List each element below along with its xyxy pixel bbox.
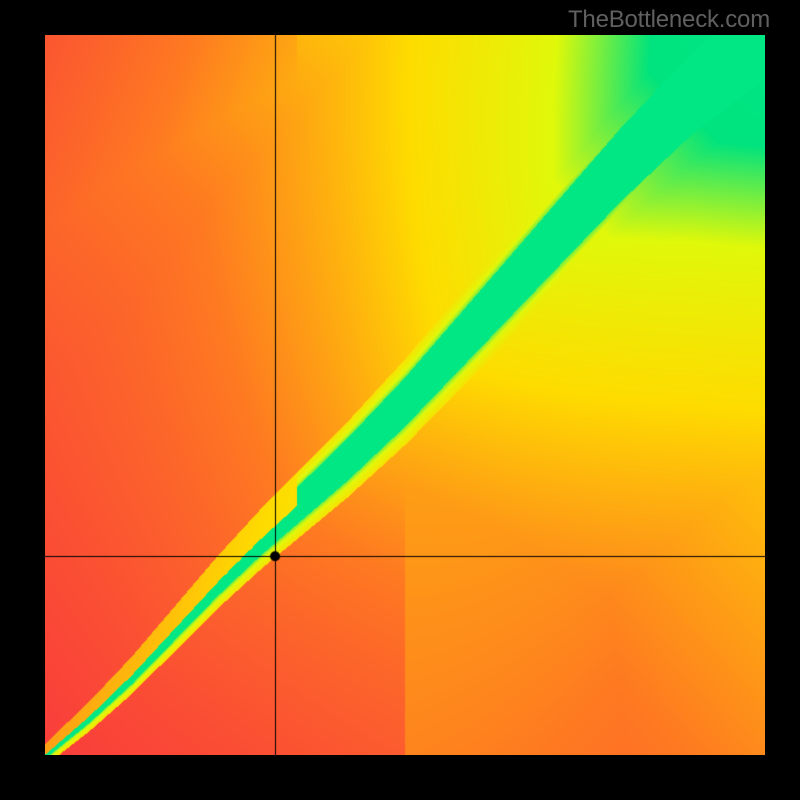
bottleneck-heatmap <box>45 35 765 755</box>
page-root: TheBottleneck.com <box>0 0 800 800</box>
watermark-text: TheBottleneck.com <box>568 6 770 34</box>
